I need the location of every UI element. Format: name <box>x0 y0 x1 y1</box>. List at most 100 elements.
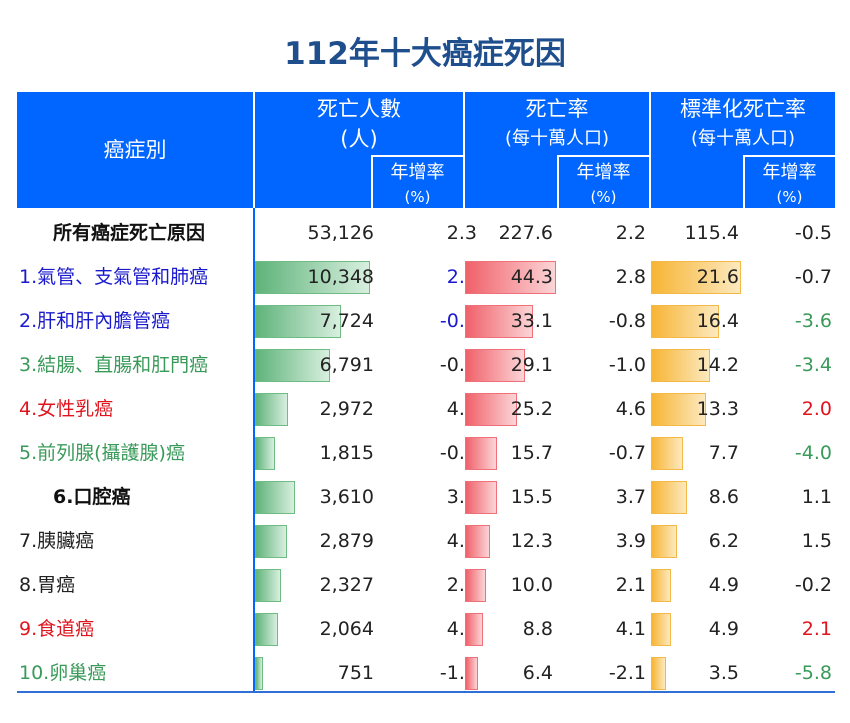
std-growth-value: -4.0 <box>794 442 832 464</box>
cancer-name: 9.食道癌 <box>19 618 95 640</box>
rate-growth-value: 2.8 <box>615 266 646 288</box>
table-row: 4.女性乳癌 2,972 4.9 25.2 4.6 13.3 2.0 <box>17 387 835 431</box>
std-value: 8.6 <box>708 486 739 508</box>
cancer-name: 6.口腔癌 <box>53 486 131 508</box>
rate-growth-value: -0.8 <box>608 310 646 332</box>
deaths-bar <box>255 393 289 426</box>
rate-value: 25.2 <box>510 398 553 420</box>
rate-bar <box>465 569 486 602</box>
deaths-value: 1,815 <box>319 442 374 464</box>
header-deaths-growth: 年增率 <box>390 162 445 183</box>
std-growth-value: -0.7 <box>794 266 832 288</box>
deaths-value: 53,126 <box>307 222 374 244</box>
std-value: 3.5 <box>708 662 739 684</box>
deaths-growth-value: 2.9 <box>446 266 477 288</box>
table-row: 9.食道癌 2,064 4.2 8.8 4.1 4.9 2.1 <box>17 607 835 651</box>
deaths-value: 10,348 <box>307 266 374 288</box>
table-row: 2.肝和肝內膽管癌 7,724 -0.7 33.1 -0.8 16.4 -3.6 <box>17 299 835 343</box>
std-value: 13.3 <box>696 398 739 420</box>
deaths-bar <box>255 305 341 338</box>
header-std-growth: 年增率 <box>762 162 817 183</box>
std-bar <box>651 657 666 690</box>
rate-bar <box>465 657 479 690</box>
rate-growth-value: 2.1 <box>615 574 646 596</box>
growth-box-line <box>743 155 835 157</box>
table-row: 3.結腸、直腸和肛門癌 6,791 -0.9 29.1 -1.0 14.2 -3.4 <box>17 343 835 387</box>
table-row: 10.卵巢癌 751 -1.8 6.4 -2.1 3.5 -5.8 <box>17 651 835 695</box>
deaths-value: 6,791 <box>319 354 374 376</box>
growth-box-line <box>743 155 745 208</box>
rate-bar <box>465 613 484 646</box>
std-growth-value: 1.5 <box>801 530 832 552</box>
rate-value: 33.1 <box>510 310 553 332</box>
rate-growth-value: 2.2 <box>615 222 646 244</box>
deaths-growth-value: -0.8 <box>439 442 477 464</box>
header-divider <box>649 92 651 208</box>
growth-box-line <box>371 155 373 208</box>
deaths-value: 2,972 <box>319 398 374 420</box>
growth-box-line <box>557 155 649 157</box>
growth-box-line <box>371 155 463 157</box>
header-rate-growth-unit: (%) <box>590 188 617 206</box>
table-row: 7.胰臟癌 2,879 4.0 12.3 3.9 6.2 1.5 <box>17 519 835 563</box>
std-value: 4.9 <box>708 618 739 640</box>
header-divider <box>463 92 465 208</box>
rate-value: 8.8 <box>522 618 553 640</box>
deaths-bar <box>255 437 276 470</box>
rate-bar <box>465 525 491 558</box>
deaths-bar <box>255 569 281 602</box>
growth-box-line <box>557 155 559 208</box>
deaths-growth-value: 4.9 <box>446 398 477 420</box>
std-growth-value: -3.6 <box>794 310 832 332</box>
rate-bar <box>465 261 556 294</box>
cancer-name: 2.肝和肝內膽管癌 <box>19 310 171 332</box>
header-rate-unit: (每十萬人口) <box>504 128 610 149</box>
table-row: 5.前列腺(攝護腺)癌 1,815 -0.8 15.7 -0.7 7.7 -4.0 <box>17 431 835 475</box>
rate-bar <box>465 481 497 514</box>
rate-growth-value: 3.9 <box>615 530 646 552</box>
std-growth-value: 1.1 <box>801 486 832 508</box>
deaths-value: 2,327 <box>319 574 374 596</box>
std-value: 6.2 <box>708 530 739 552</box>
rate-growth-value: 4.1 <box>615 618 646 640</box>
std-bar <box>651 393 707 426</box>
deaths-growth-value: -0.7 <box>439 310 477 332</box>
cancer-name: 7.胰臟癌 <box>19 530 95 552</box>
rate-bar <box>465 349 525 382</box>
std-growth-value: 2.0 <box>801 398 832 420</box>
rate-growth-value: 4.6 <box>615 398 646 420</box>
deaths-growth-value: -1.8 <box>439 662 477 684</box>
deaths-growth-value: 2.2 <box>446 574 477 596</box>
cancer-name: 4.女性乳癌 <box>19 398 114 420</box>
deaths-bar <box>255 613 278 646</box>
header-rate: 死亡率 <box>525 97 589 121</box>
deaths-growth-value: 4.2 <box>446 618 477 640</box>
deaths-growth-value: -0.9 <box>439 354 477 376</box>
std-bar <box>651 437 684 470</box>
std-value: 115.4 <box>684 222 739 244</box>
header-divider <box>253 92 255 208</box>
header-deaths-growth-unit: (%) <box>404 188 431 206</box>
cancer-name: 所有癌症死亡原因 <box>53 222 206 244</box>
rate-value: 15.5 <box>510 486 553 508</box>
deaths-bar <box>255 261 370 294</box>
header-deaths: 死亡人數 <box>317 97 401 121</box>
rate-value: 44.3 <box>510 266 553 288</box>
rate-growth-value: 3.7 <box>615 486 646 508</box>
deaths-bar <box>255 481 296 514</box>
deaths-growth-value: 4.0 <box>446 530 477 552</box>
std-bar <box>651 481 687 514</box>
rate-value: 29.1 <box>510 354 553 376</box>
header-std-rate-unit: (每十萬人口) <box>690 128 796 149</box>
std-growth-value: 2.1 <box>801 618 832 640</box>
cancer-name: 10.卵巢癌 <box>19 662 107 684</box>
rate-value: 227.6 <box>498 222 553 244</box>
deaths-bar <box>255 349 331 382</box>
std-value: 14.2 <box>696 354 739 376</box>
deaths-value: 2,879 <box>319 530 374 552</box>
std-bar <box>651 613 672 646</box>
cancer-name: 3.結腸、直腸和肛門癌 <box>19 354 209 376</box>
deaths-value: 2,064 <box>319 618 374 640</box>
std-growth-value: -5.8 <box>794 662 832 684</box>
rate-bar <box>465 305 533 338</box>
